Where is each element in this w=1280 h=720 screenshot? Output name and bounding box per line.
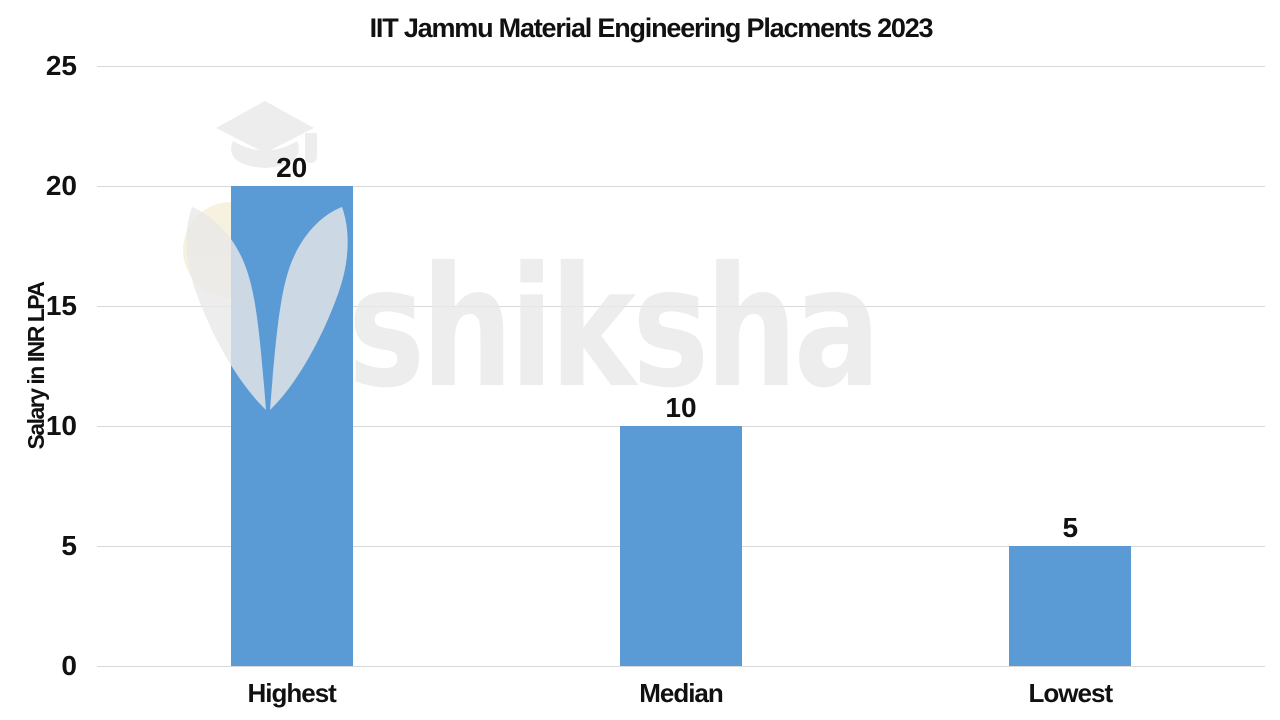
gridline [97,185,1265,187]
gridline [97,65,1265,67]
bar-median [620,426,742,666]
data-label-highest: 20 [276,152,308,183]
watermark-text: shiksha [348,232,881,425]
bar-highest [230,186,353,666]
data-label-median: 10 [665,392,697,423]
x-axis-label-highest: Highest [247,678,336,708]
y-axis-title: Salary in INR LPA [23,282,49,450]
y-tick-label: 5 [61,530,77,561]
data-label-lowest: 5 [1062,512,1079,543]
x-axis-label-lowest: Lowest [1028,678,1114,708]
y-tick-label: 25 [45,50,77,81]
x-axis-label-median: Median [639,678,724,708]
bar-lowest [1009,546,1132,666]
y-tick-label: 15 [45,290,77,321]
gridline [97,305,1265,307]
gridline [97,665,1265,667]
y-tick-label: 0 [61,650,77,681]
chart-title: IIT Jammu Material Engineering Placments… [369,13,934,43]
y-tick-label: 10 [45,410,77,441]
y-tick-label: 20 [45,170,77,201]
